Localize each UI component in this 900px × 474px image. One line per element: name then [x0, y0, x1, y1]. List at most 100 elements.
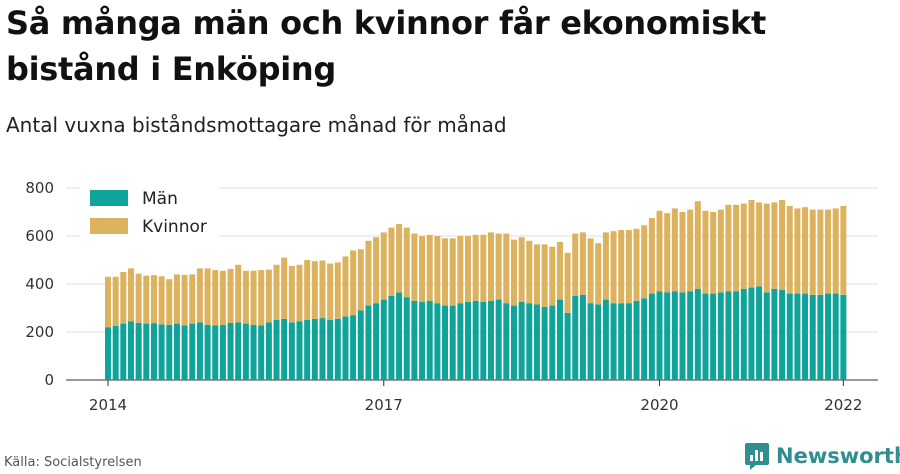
bar-men	[480, 302, 487, 380]
bar-men	[127, 321, 134, 380]
bar-men	[396, 292, 403, 380]
bar-women	[518, 237, 525, 302]
bar-women	[687, 209, 694, 292]
bar-men	[465, 302, 472, 380]
bar-women	[457, 236, 464, 304]
bar-men	[802, 293, 809, 380]
bar-men	[258, 325, 265, 380]
bar-women	[227, 268, 234, 323]
bar-men	[595, 304, 602, 380]
bar-women	[763, 203, 770, 293]
bar-women	[488, 232, 494, 301]
bar-women	[265, 269, 272, 323]
bar-women	[105, 276, 111, 328]
bar-women	[311, 261, 318, 319]
bar-men	[840, 294, 847, 380]
bar-men	[365, 305, 372, 380]
x-tick-label: 2017	[365, 396, 403, 414]
bar-men	[610, 303, 617, 380]
legend-label: Kvinnor	[142, 217, 207, 237]
bar-women	[158, 276, 165, 325]
bar-men	[641, 298, 648, 380]
bar-women	[327, 263, 334, 320]
bar-men	[541, 306, 548, 380]
bar-men	[105, 327, 111, 380]
bar-men	[817, 294, 824, 380]
bar-men	[671, 291, 678, 380]
x-tick-label: 2022	[824, 396, 862, 414]
bar-men	[518, 302, 525, 380]
bar-women	[396, 224, 403, 293]
bar-women	[633, 228, 640, 301]
bar-men	[419, 302, 426, 380]
bar-women	[380, 232, 387, 300]
bar-women	[235, 264, 242, 323]
x-axis: 2014 2017 2020 2022	[89, 380, 862, 414]
bar-women	[694, 201, 701, 289]
bar-men	[733, 291, 740, 380]
bar-men	[296, 321, 303, 380]
bar-men	[495, 299, 502, 380]
bar-women	[756, 202, 763, 287]
chart-subtitle: Antal vuxna biståndsmottagare månad för …	[6, 113, 507, 137]
bar-women	[779, 200, 786, 290]
bar-women	[671, 208, 678, 292]
legend: Män Kvinnor	[80, 184, 220, 240]
bar-men	[242, 323, 249, 380]
bar-women	[541, 244, 548, 307]
bar-women	[434, 236, 441, 304]
bar-men	[503, 303, 510, 380]
bar-men	[411, 300, 418, 380]
bar-men	[373, 303, 380, 380]
bar-men	[112, 326, 119, 380]
bar-series	[105, 200, 847, 380]
bar-men	[403, 297, 410, 380]
bar-men	[488, 300, 494, 380]
bar-women	[135, 273, 142, 323]
brand-logo: Newsworthy	[744, 440, 900, 472]
bar-women	[465, 236, 472, 302]
bar-men	[472, 300, 479, 380]
bar-men	[549, 305, 556, 380]
bar-men	[740, 288, 747, 380]
y-axis: 0 200 400 600 800	[25, 179, 54, 389]
bar-men	[265, 322, 272, 380]
bar-women	[426, 234, 433, 301]
bar-men	[533, 304, 540, 380]
bar-women	[526, 240, 533, 304]
bar-men	[426, 300, 433, 380]
bar-women	[771, 202, 778, 289]
bar-men	[572, 296, 579, 380]
bar-women	[748, 200, 755, 288]
bar-women	[166, 279, 173, 325]
bar-men	[173, 323, 180, 380]
bar-men	[235, 322, 242, 380]
bar-men	[120, 323, 127, 380]
bar-women	[112, 276, 119, 326]
bar-women	[319, 260, 326, 319]
bar-women	[120, 272, 127, 324]
bar-men	[311, 318, 318, 380]
bar-women	[786, 206, 793, 294]
chart-title: Så många män och kvinnor får ekonomiskt …	[6, 4, 767, 88]
bar-men	[449, 305, 456, 380]
bar-women	[587, 238, 594, 304]
bar-women	[840, 206, 847, 295]
bar-women	[725, 204, 732, 292]
bar-women	[273, 264, 280, 320]
bar-women	[733, 204, 740, 292]
bar-men	[204, 324, 211, 380]
bar-men	[618, 303, 625, 380]
bar-men	[725, 291, 732, 380]
bar-women	[595, 243, 602, 305]
bar-women	[204, 268, 211, 325]
bar-men	[648, 293, 655, 380]
bar-men	[350, 315, 357, 380]
bar-men	[219, 324, 226, 380]
bar-women	[419, 236, 426, 302]
bar-men	[135, 322, 142, 380]
bar-women	[250, 270, 257, 325]
bar-women	[403, 227, 410, 298]
source-note: Källa: Socialstyrelsen	[4, 455, 142, 470]
